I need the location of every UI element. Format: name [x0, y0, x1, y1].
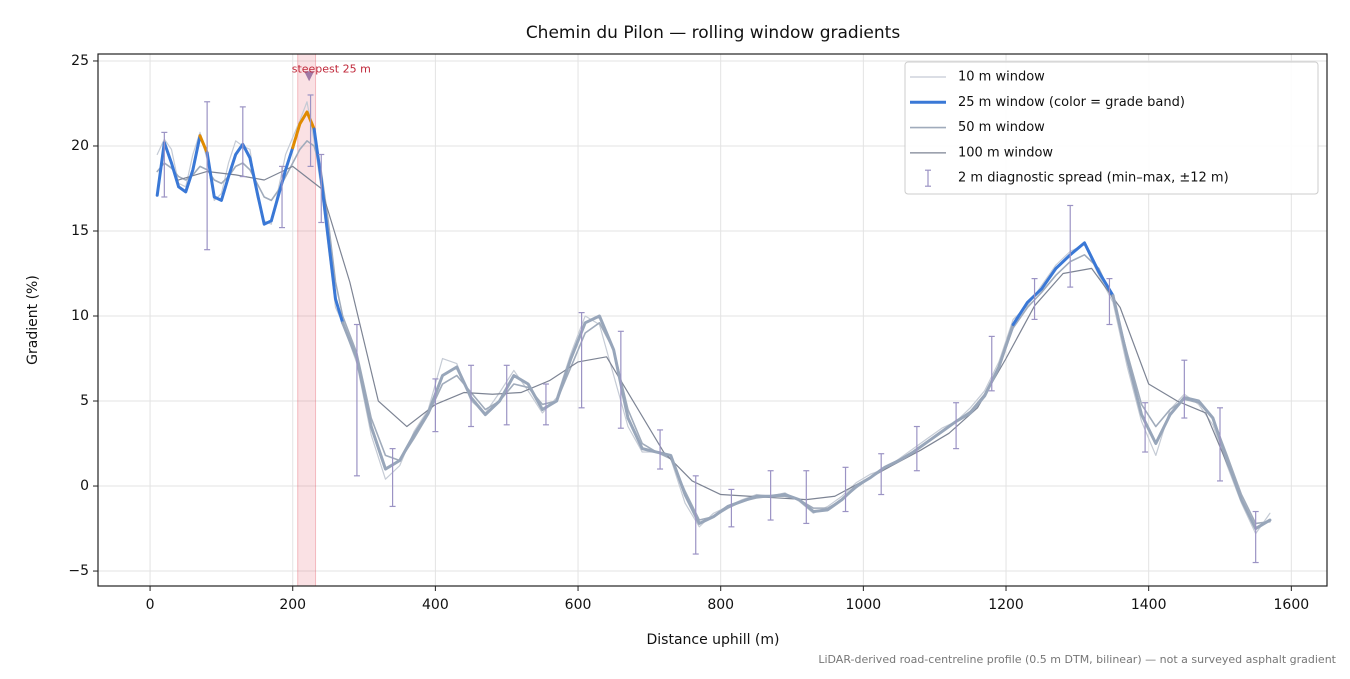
steepest-label: steepest 25 m — [292, 62, 371, 75]
x-tick-label: 0 — [146, 597, 155, 613]
y-tick-label: 10 — [71, 308, 89, 324]
plot-frame — [97, 53, 1328, 587]
steepest-marker — [304, 71, 315, 82]
series-line — [341, 314, 1015, 525]
series-line — [155, 134, 202, 197]
legend-label: 10 m window — [958, 70, 1045, 85]
x-tick-label: 400 — [422, 597, 449, 613]
legend-label: 50 m window — [958, 120, 1045, 135]
x-tick-label: 600 — [565, 597, 592, 613]
y-tick-label: 15 — [71, 223, 89, 239]
x-tick-label: 1400 — [1131, 597, 1167, 613]
x-tick-label: 1000 — [846, 597, 882, 613]
series-line — [205, 142, 295, 226]
series-line — [312, 127, 345, 325]
y-tick-label: 5 — [80, 393, 89, 409]
legend-label: 2 m diagnostic spread (min–max, ±12 m) — [958, 171, 1229, 186]
x-tick-label: 1200 — [988, 597, 1024, 613]
y-tick-label: 25 — [71, 53, 89, 69]
legend-label: 100 m window — [958, 145, 1053, 160]
footnote: LiDAR-derived road-centreline profile (0… — [818, 653, 1336, 666]
legend-box — [904, 61, 1319, 195]
series-line — [1111, 294, 1272, 531]
y-tick-label: 0 — [80, 478, 89, 494]
series-line — [1011, 241, 1115, 327]
y-tick-label: 20 — [71, 138, 89, 154]
x-tick-label: 800 — [707, 597, 734, 613]
chart-title: Chemin du Pilon — rolling window gradien… — [526, 23, 901, 43]
x-axis-label: Distance uphill (m) — [647, 632, 780, 648]
steepest-span — [297, 54, 317, 586]
plot-area — [155, 54, 1272, 586]
y-tick-label: −5 — [68, 563, 89, 579]
y-axis-label: Gradient (%) — [25, 275, 41, 365]
series-line — [178, 165, 1235, 501]
series-line — [198, 134, 209, 155]
x-tick-label: 1600 — [1274, 597, 1310, 613]
legend-label: 25 m window (color = grade band) — [958, 95, 1185, 110]
x-tick-label: 200 — [279, 597, 306, 613]
